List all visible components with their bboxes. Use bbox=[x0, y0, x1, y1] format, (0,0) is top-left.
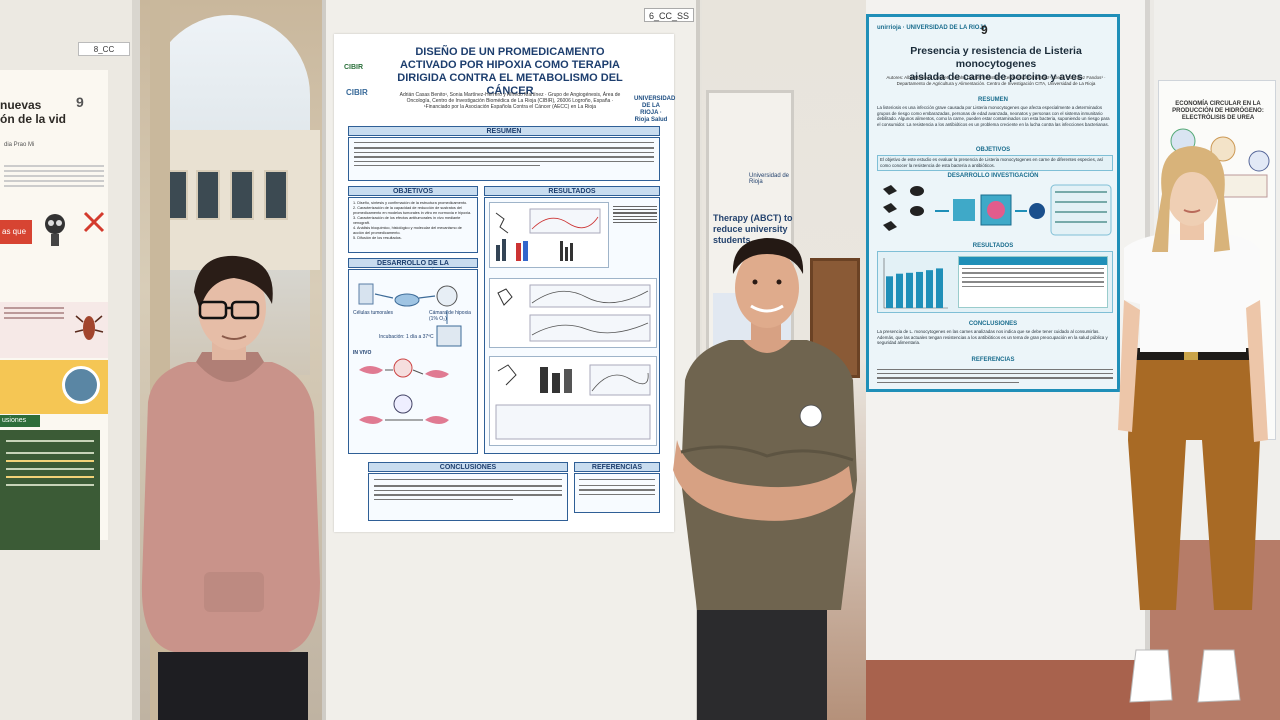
person-presenter-2 bbox=[673, 238, 857, 720]
poster-logo: 9 bbox=[76, 94, 84, 110]
objetivo-item: 2. Caracterización de la capacidad de re… bbox=[353, 206, 472, 215]
poster-logo-number: 9 bbox=[981, 23, 988, 37]
section-head-objetivos: OBJETIVOS bbox=[975, 147, 1011, 153]
figure-caption bbox=[613, 204, 657, 266]
photo-panel-2: Universidad de Rioja Therapy (ABCT) to r… bbox=[322, 0, 866, 720]
section-head-resultados: RESULTADOS bbox=[972, 243, 1014, 249]
gas-mask-icon bbox=[45, 214, 65, 246]
poster-board: 8_CC nuevas ón de la vid 9 dia Prao Mi a… bbox=[0, 0, 140, 720]
section-objetivos-text: El objetivo de este estudio es evaluar l… bbox=[880, 157, 1104, 168]
poster-conclusions-head: usiones bbox=[0, 415, 40, 427]
poster-logo-right: UNIVERSIDAD DE LA RIOJA · Rioja Salud bbox=[634, 96, 676, 123]
section-referencias bbox=[877, 367, 1113, 386]
poster-authors: Adrián Casas Benito¹, Sonia Martínez-Her… bbox=[399, 92, 621, 110]
objetivo-item: 4. Análisis bioquímico, histológico y mo… bbox=[353, 226, 462, 235]
board-number-tag: 6_CC_SS bbox=[644, 8, 694, 22]
poster-title: DISEÑO DE UN PROMEDICAMENTO ACTIVADO POR… bbox=[397, 46, 623, 97]
red-cross-icon bbox=[83, 211, 105, 233]
results-figure-2 bbox=[489, 278, 657, 348]
poster-title: Presencia y resistencia de Listeria mono… bbox=[877, 45, 1115, 84]
poster-title-line: aislada de carne de porcino y aves bbox=[909, 71, 1083, 83]
section-objetivos: 1. Diseño, síntesis y confirmación de la… bbox=[348, 197, 478, 253]
chart-bar bbox=[886, 276, 893, 308]
section-resumen-text: La listeriosis es una infección grave ca… bbox=[877, 105, 1110, 127]
scientific-poster: unirrioja · UNIVERSIDAD DE LA RIOJA 9 Pr… bbox=[866, 14, 1120, 392]
poster-red-label: as que bbox=[0, 220, 32, 244]
person-presenter-1 bbox=[141, 255, 320, 720]
section-conclusiones bbox=[368, 473, 568, 521]
objetivo-item: 1. Diseño, síntesis y confirmación de la… bbox=[353, 201, 468, 205]
poster-author: dia Prao Mi bbox=[4, 142, 35, 148]
poster-board: 6_CC_SS CIBIR CIBIR UNIVERSIDAD DE LA RI… bbox=[322, 0, 700, 720]
results-plot bbox=[497, 284, 651, 342]
section-conclusiones-text: La presencia de L. monocytogenes en las … bbox=[877, 329, 1108, 346]
results-figure-3 bbox=[489, 356, 657, 446]
workflow-label: IN VIVO bbox=[353, 350, 372, 356]
chart-bar bbox=[926, 270, 933, 308]
section-head-conclusiones: CONCLUSIONES bbox=[968, 321, 1018, 327]
chart-bar bbox=[936, 268, 943, 308]
poster-logo-left-2: CIBIR bbox=[346, 88, 368, 97]
photo-panel-3: ECONOMÍA CIRCULAR EN LA PRODUCCIÓN DE HI… bbox=[866, 0, 1280, 720]
section-resumen bbox=[348, 137, 660, 181]
mini-poster-logo: Universidad de Rioja bbox=[749, 173, 790, 185]
person-presenter-3 bbox=[1118, 146, 1268, 703]
scientific-poster: CIBIR CIBIR UNIVERSIDAD DE LA RIOJA · Ri… bbox=[334, 34, 676, 532]
section-head-conclusiones: CONCLUSIONES bbox=[368, 462, 568, 472]
poster-board: unirrioja · UNIVERSIDAD DE LA RIOJA 9 Pr… bbox=[866, 0, 1150, 660]
poster-highlight-box bbox=[0, 360, 108, 414]
poster-logos: unirrioja · UNIVERSIDAD DE LA RIOJA bbox=[877, 25, 988, 31]
section-head-desarrollo: DESARROLLO DE LA INVESTIGACIÓN bbox=[348, 258, 478, 276]
section-referencias bbox=[574, 473, 660, 513]
section-head-referencias: REFERENCIAS bbox=[574, 462, 660, 472]
section-head-resumen: RESUMEN bbox=[977, 97, 1008, 103]
section-head-resultados: RESULTADOS bbox=[484, 186, 660, 196]
section-head-resumen: RESUMEN bbox=[348, 126, 660, 136]
objetivo-item: 3. Caracterización de los efectos antitu… bbox=[353, 216, 461, 225]
background-poster-title: ECONOMÍA CIRCULAR EN LA PRODUCCIÓN DE HI… bbox=[1172, 101, 1264, 121]
poster-conclusions-box bbox=[0, 430, 100, 550]
background-building bbox=[150, 130, 320, 270]
mini-poster-title: Therapy (ABCT) to reduce university stud… bbox=[713, 213, 793, 245]
section-head-referencias: REFERENCIAS bbox=[971, 357, 1015, 363]
results-plot bbox=[495, 208, 601, 261]
chart-bar bbox=[906, 272, 913, 308]
chart-bar bbox=[896, 273, 903, 308]
poster-authors: Autores: Alba Martínez Lumbet¹, Ainoha D… bbox=[886, 75, 1106, 86]
poster: nuevas ón de la vid 9 dia Prao Mi as que bbox=[0, 70, 108, 550]
section-desarrollo: Células tumorales Cámara de hipoxia (1% … bbox=[348, 269, 478, 454]
workflow-label: Incubación: 1 día a 37ºC bbox=[379, 334, 434, 340]
results-table bbox=[958, 256, 1108, 308]
poster-logo-left: CIBIR bbox=[344, 64, 364, 71]
chart-bar bbox=[916, 271, 923, 308]
results-plot bbox=[495, 364, 651, 440]
research-workflow-diagram bbox=[358, 283, 462, 424]
board-number-tag: 8_CC bbox=[78, 42, 130, 56]
results-figure-1 bbox=[489, 202, 609, 268]
section-head-objetivos: OBJETIVOS bbox=[348, 186, 478, 196]
poster-text-block bbox=[0, 160, 108, 210]
poster-title-line: Presencia y resistencia de Listeria mono… bbox=[910, 45, 1082, 70]
workflow-label: Células tumorales bbox=[353, 310, 394, 316]
results-bar-chart bbox=[883, 258, 948, 309]
photo-panel-1: 8_CC nuevas ón de la vid 9 dia Prao Mi a… bbox=[0, 0, 322, 720]
insect-icon bbox=[74, 315, 104, 340]
section-resultados bbox=[484, 197, 660, 454]
section-resultados bbox=[877, 251, 1113, 313]
section-head-desarrollo: DESARROLLO INVESTIGACIÓN bbox=[947, 173, 1039, 179]
poster-title: nuevas ón de la vid bbox=[0, 98, 67, 126]
workflow-label: Cámara de hipoxia (1% O₂) bbox=[429, 310, 471, 322]
section-objetivos: El objetivo de este estudio es evaluar l… bbox=[877, 155, 1113, 171]
objetivo-item: 5. Difusión de los resultados. bbox=[353, 236, 402, 240]
research-workflow-diagram bbox=[883, 184, 1112, 236]
